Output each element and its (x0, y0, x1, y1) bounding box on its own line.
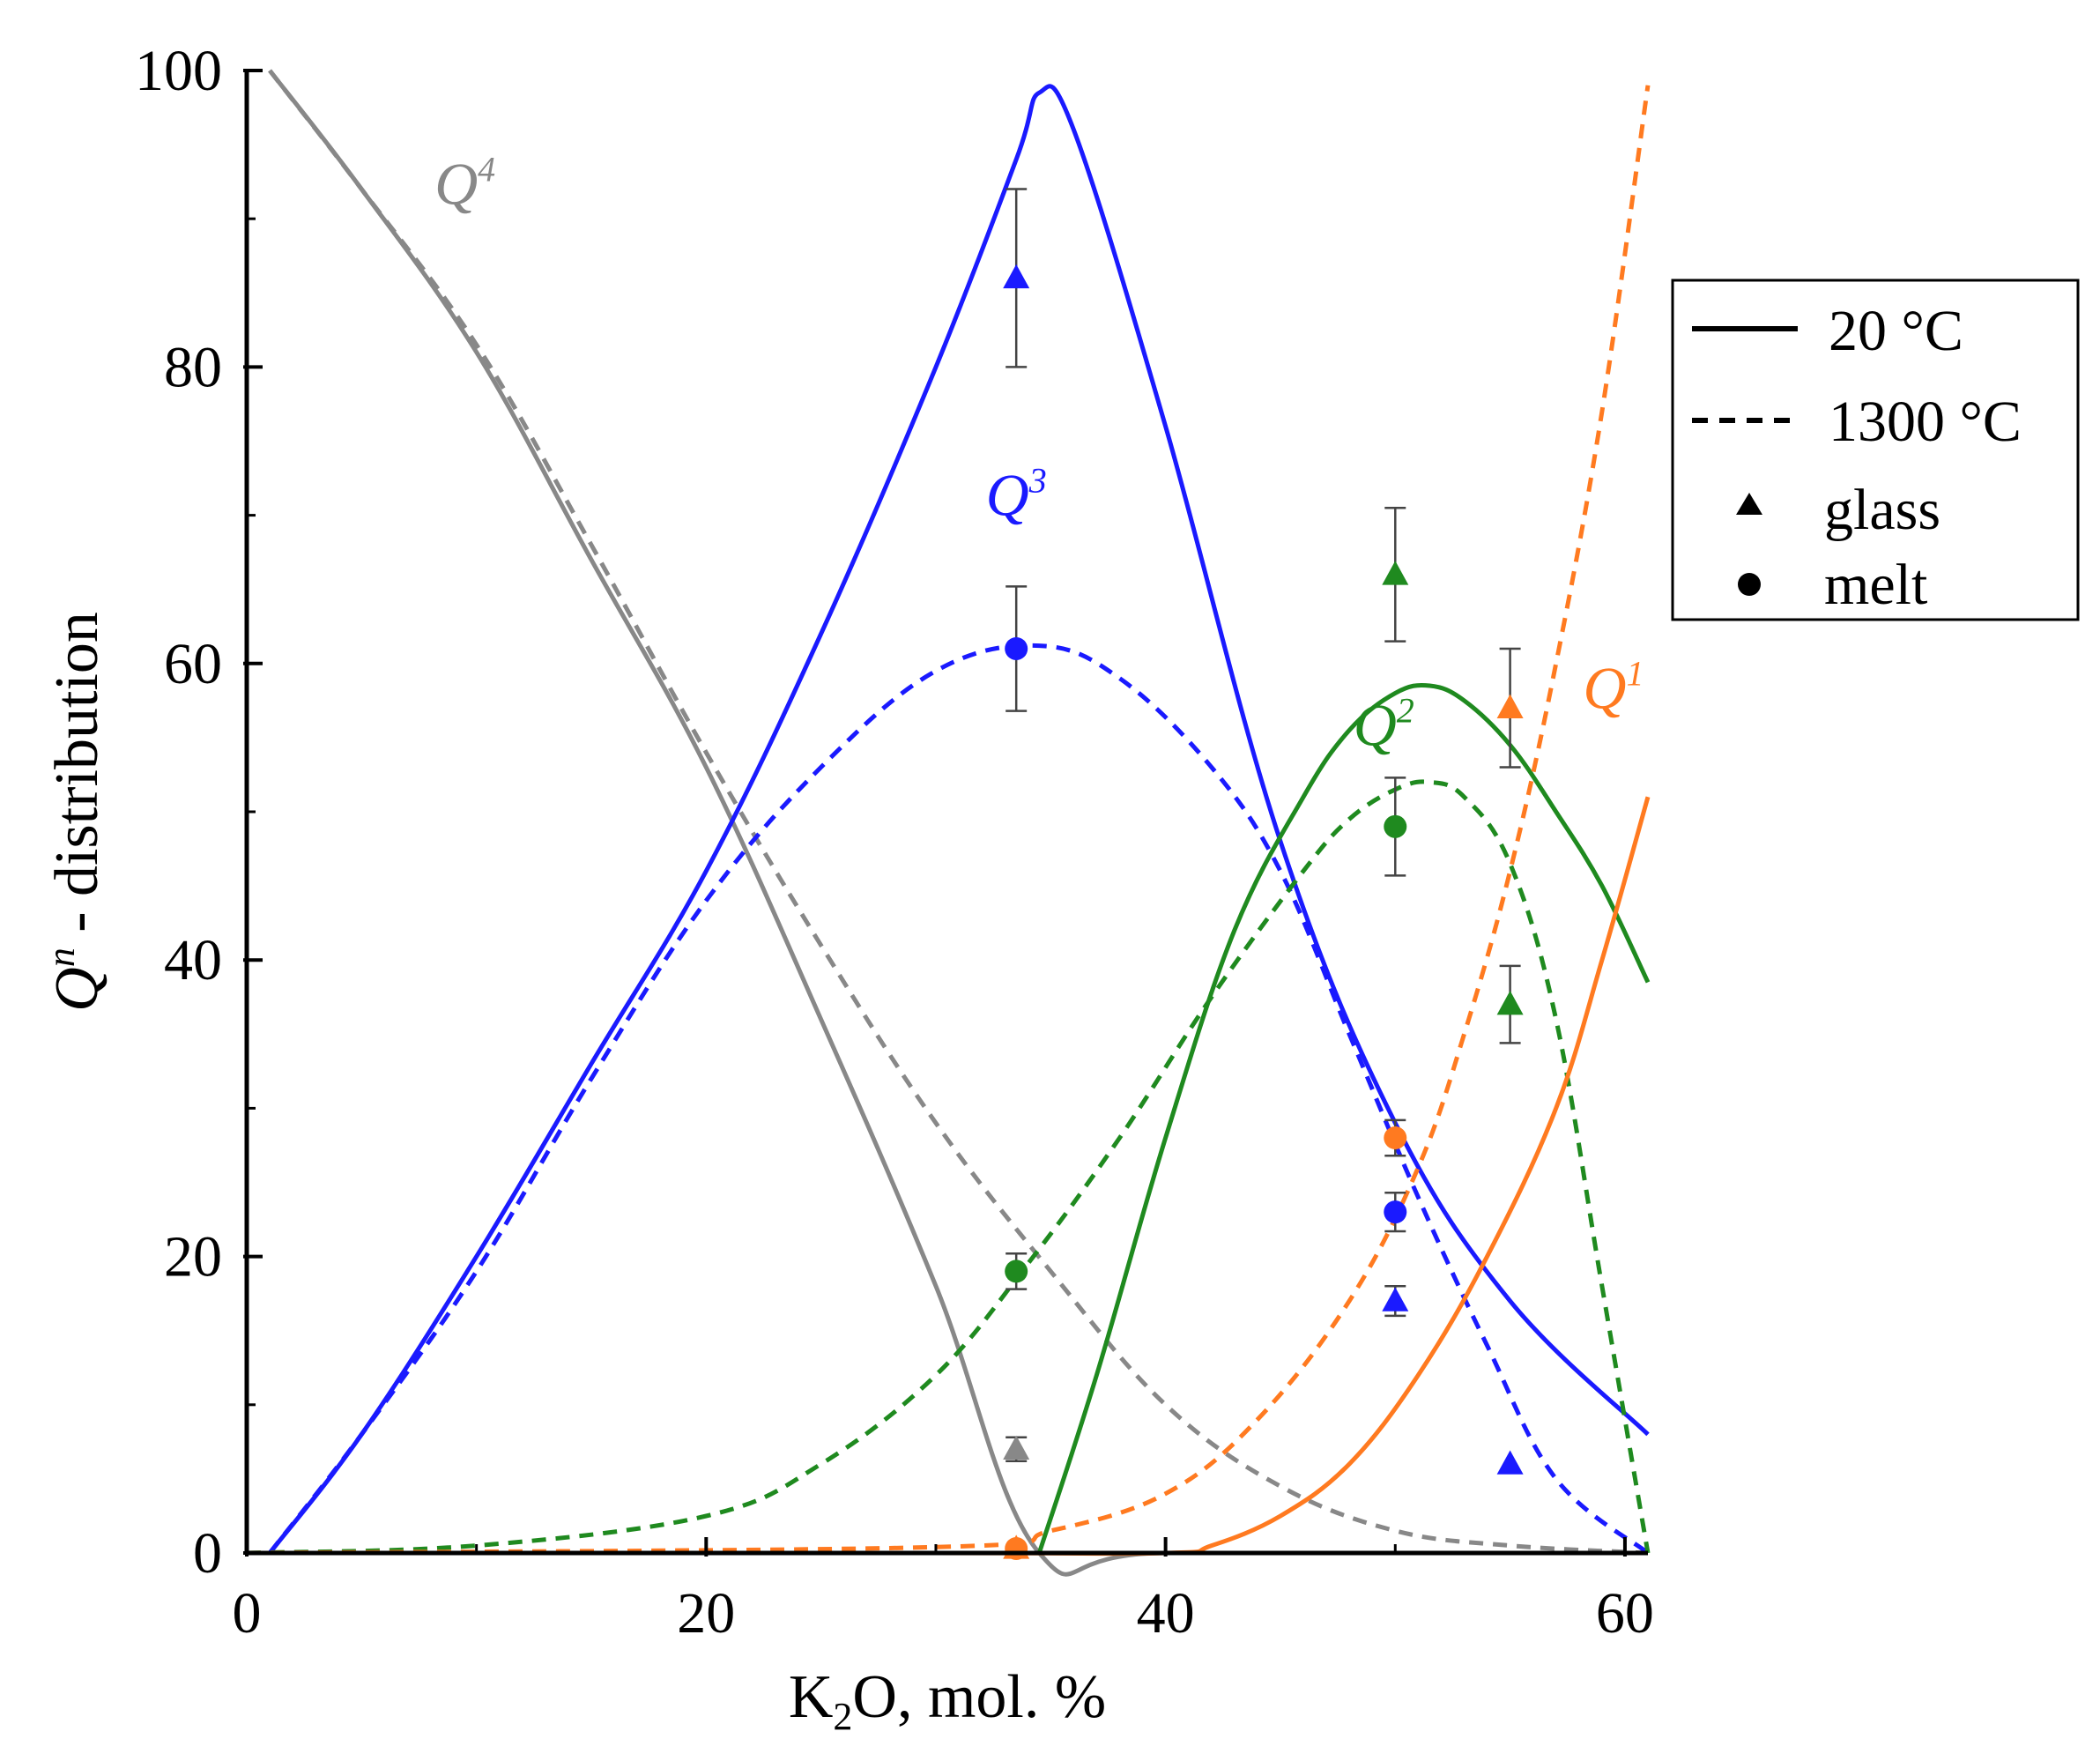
y-tick-label: 20 (164, 1225, 222, 1289)
y-tick-label: 100 (135, 39, 222, 103)
series-line-q3-20c (268, 84, 1650, 1555)
series-label-q1: Q1 (1583, 653, 1644, 721)
series-line-q1-20c (247, 796, 1651, 1557)
series-lines (246, 69, 1651, 1577)
glass-point-q3 (1496, 1450, 1524, 1475)
y-tick-label: 80 (164, 335, 222, 399)
y-tick-label: 0 (193, 1521, 222, 1586)
x-axis-title-pre: K (789, 1663, 834, 1731)
series-line-q4-20c (268, 69, 1648, 1577)
legend: 20 °C 1300 °C glass melt (1671, 279, 2080, 621)
legend-label-20c: 20 °C (1829, 299, 1963, 363)
x-tick-label: 40 (1137, 1581, 1195, 1646)
melt-point-q2 (1005, 1259, 1028, 1283)
melt-point-q1 (1384, 1126, 1407, 1150)
glass-point-q3 (1003, 264, 1030, 289)
x-axis-title: K2O, mol. % (789, 1663, 1106, 1738)
series-label-sup: 4 (478, 149, 495, 189)
melt-point-q2 (1384, 814, 1407, 838)
y-axis-title-post: - distribution (43, 612, 111, 947)
series-label-base: Q (986, 462, 1029, 529)
series-label-base: Q (1583, 654, 1626, 721)
y-tick-label: 40 (164, 928, 222, 992)
y-tick-label: 60 (164, 632, 222, 696)
legend-triangle-marker (1736, 493, 1762, 515)
series-label-sup: 2 (1397, 690, 1414, 730)
x-axis-title-sub: 2 (833, 1695, 852, 1738)
series-label-q4: Q4 (434, 149, 495, 217)
x-tick-label: 20 (677, 1581, 735, 1646)
series-line-q2-1300c (246, 779, 1651, 1556)
glass-point-q2 (1382, 561, 1409, 585)
y-axis-title: Qn - distribution (40, 612, 111, 1012)
legend-circle-marker (1738, 573, 1761, 596)
x-axis-title-post: O, mol. % (852, 1663, 1106, 1731)
glass-point-q4 (1003, 1435, 1030, 1460)
legend-label-1300c: 1300 °C (1829, 390, 2022, 454)
legend-label-glass: glass (1824, 478, 1940, 542)
x-tick-label: 60 (1596, 1581, 1654, 1646)
legend-label-melt: melt (1824, 553, 1927, 617)
data-points (1003, 188, 1524, 1560)
x-tick-label: 0 (233, 1581, 262, 1646)
glass-point-q1 (1496, 694, 1524, 718)
series-line-q2-20c (1036, 682, 1651, 1554)
series-line-q3-1300c (268, 643, 1650, 1555)
y-axis-title-base: Q (43, 967, 111, 1012)
series-line-q1-1300c (246, 85, 1651, 1556)
glass-point-q2 (1496, 991, 1524, 1015)
series-label-sup: 3 (1028, 461, 1047, 501)
y-axis-title-sup: n (40, 947, 83, 967)
series-label-sup: 1 (1626, 653, 1644, 693)
series-label-q3: Q3 (986, 461, 1047, 529)
series-label-q2: Q2 (1354, 690, 1414, 758)
legend-box (1671, 279, 2080, 621)
glass-point-q3 (1382, 1287, 1409, 1311)
axis-ticks: 0 20 40 60 80 100 0 20 40 60 (135, 39, 1654, 1646)
melt-point-q3 (1005, 636, 1028, 660)
series-line-q4-1300c (268, 69, 1649, 1556)
series-label-base: Q (1354, 691, 1397, 758)
melt-point-q3 (1384, 1200, 1407, 1224)
series-label-base: Q (434, 150, 478, 217)
